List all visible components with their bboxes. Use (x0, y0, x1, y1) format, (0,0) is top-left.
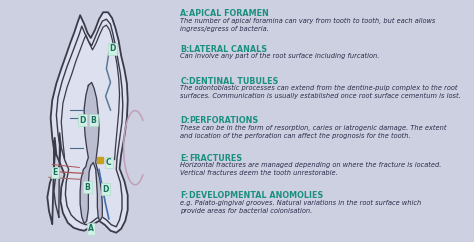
Text: D: D (102, 185, 109, 194)
Text: These can be in the form of resorption, caries or iatrogenic damage. The extent
: These can be in the form of resorption, … (180, 124, 447, 139)
Text: E:: E: (180, 154, 189, 163)
Text: E: E (52, 168, 57, 177)
Text: Horizontal fractures are managed depending on where the fracture is located.
Ver: Horizontal fractures are managed dependi… (180, 162, 442, 176)
Text: The odontoblastic processes can extend from the dentine-pulp complex to the root: The odontoblastic processes can extend f… (180, 85, 461, 99)
Text: B: B (91, 115, 96, 125)
Text: FRACTURES: FRACTURES (189, 154, 242, 163)
Text: C:: C: (180, 76, 189, 85)
Text: F:: F: (180, 191, 189, 200)
Text: B: B (85, 183, 91, 192)
Text: APICAL FORAMEN: APICAL FORAMEN (189, 9, 269, 18)
Text: C: C (106, 158, 112, 167)
Text: LATERAL CANALS: LATERAL CANALS (189, 45, 267, 54)
Polygon shape (80, 83, 102, 224)
Text: D: D (80, 115, 86, 125)
Text: A: A (88, 224, 94, 233)
Text: DEVELOPMENTAL ANOMOLIES: DEVELOPMENTAL ANOMOLIES (189, 191, 324, 200)
Text: The number of apical foramina can vary from tooth to tooth, but each allows
ingr: The number of apical foramina can vary f… (180, 18, 436, 32)
Text: PERFORATIONS: PERFORATIONS (189, 116, 258, 125)
Polygon shape (47, 12, 128, 233)
Text: B:: B: (180, 45, 190, 54)
Text: A:: A: (180, 9, 190, 18)
Text: D: D (109, 44, 115, 53)
Text: DENTINAL TUBULES: DENTINAL TUBULES (189, 76, 279, 85)
Text: Can involve any part of the root surface including furcation.: Can involve any part of the root surface… (180, 53, 380, 59)
Text: D:: D: (180, 116, 190, 125)
Text: e.g. Palato-gingival grooves. Natural variations in the root surface which
provi: e.g. Palato-gingival grooves. Natural va… (180, 200, 421, 214)
